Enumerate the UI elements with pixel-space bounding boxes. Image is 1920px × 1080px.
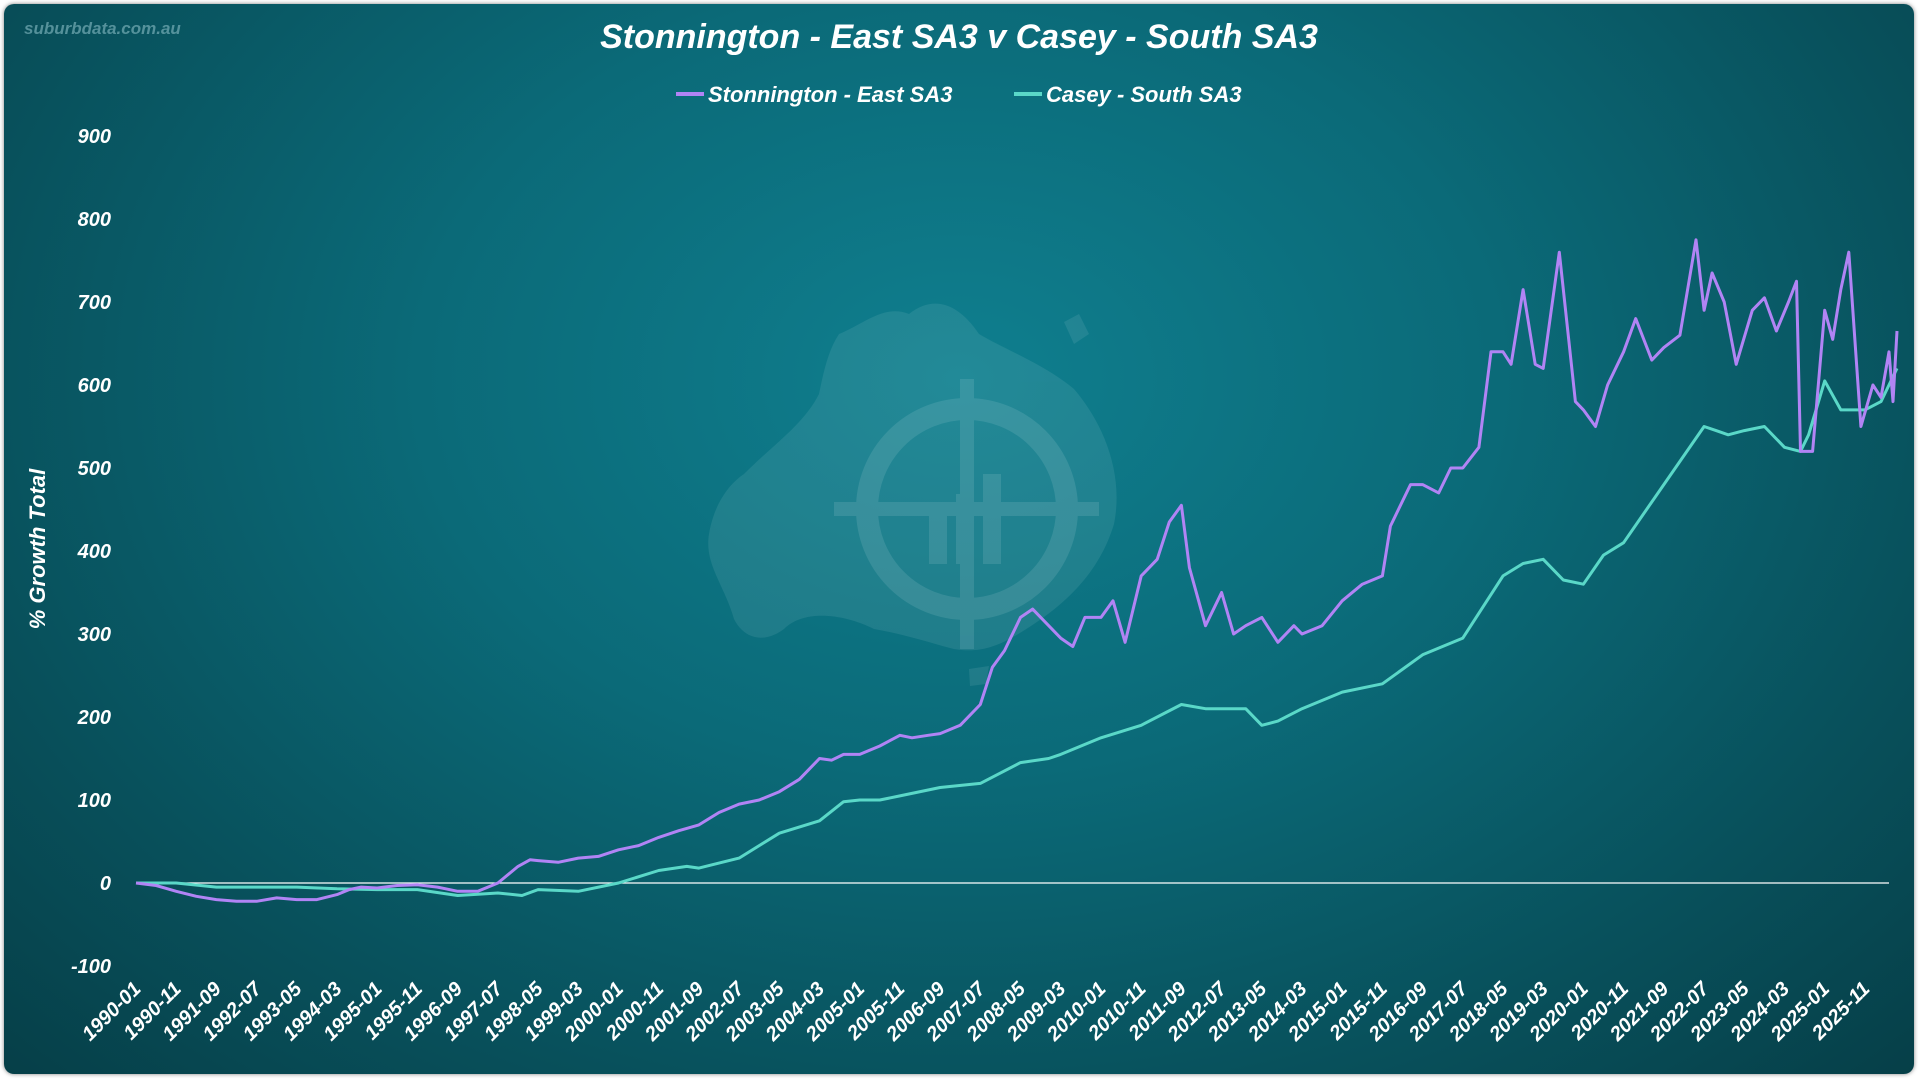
y-tick-label: 100	[78, 790, 111, 812]
watermark: suburbdata.com.au	[24, 19, 181, 38]
legend-label: Casey - South SA3	[1046, 82, 1242, 107]
series-line	[136, 367, 1899, 897]
legend: Stonnington - East SA3 Casey - South SA3	[676, 82, 1242, 107]
y-axis-label: % Growth Total	[25, 468, 50, 629]
series-line	[135, 238, 1899, 903]
chart-title: Stonnington - East SA3 v Casey - South S…	[600, 18, 1318, 56]
y-axis: -100 0 100 200 300 400 500 600 700 800 900	[71, 126, 111, 978]
y-tick-label: 500	[78, 458, 111, 480]
series-layer	[135, 238, 1899, 903]
y-tick-label: 800	[78, 209, 111, 231]
y-tick-label: 400	[77, 541, 111, 563]
y-tick-label: 300	[78, 624, 111, 646]
chart-frame: suburbdata.com.au Stonnington - East SA3…	[4, 4, 1914, 1074]
y-tick-label: 0	[100, 873, 111, 895]
legend-label: Stonnington - East SA3	[708, 82, 952, 107]
y-tick-label: 700	[78, 292, 111, 314]
line-chart: suburbdata.com.au Stonnington - East SA3…	[24, 18, 1899, 1046]
australia-logo-icon	[708, 303, 1117, 686]
target-logo-icon	[834, 379, 1099, 649]
y-tick-label: 600	[78, 375, 111, 397]
y-tick-label: 900	[78, 126, 111, 148]
y-tick-label: -100	[71, 956, 111, 978]
y-tick-label: 200	[77, 707, 111, 729]
x-axis: 1990-011990-111991-091992-071993-051994-…	[78, 977, 1874, 1046]
